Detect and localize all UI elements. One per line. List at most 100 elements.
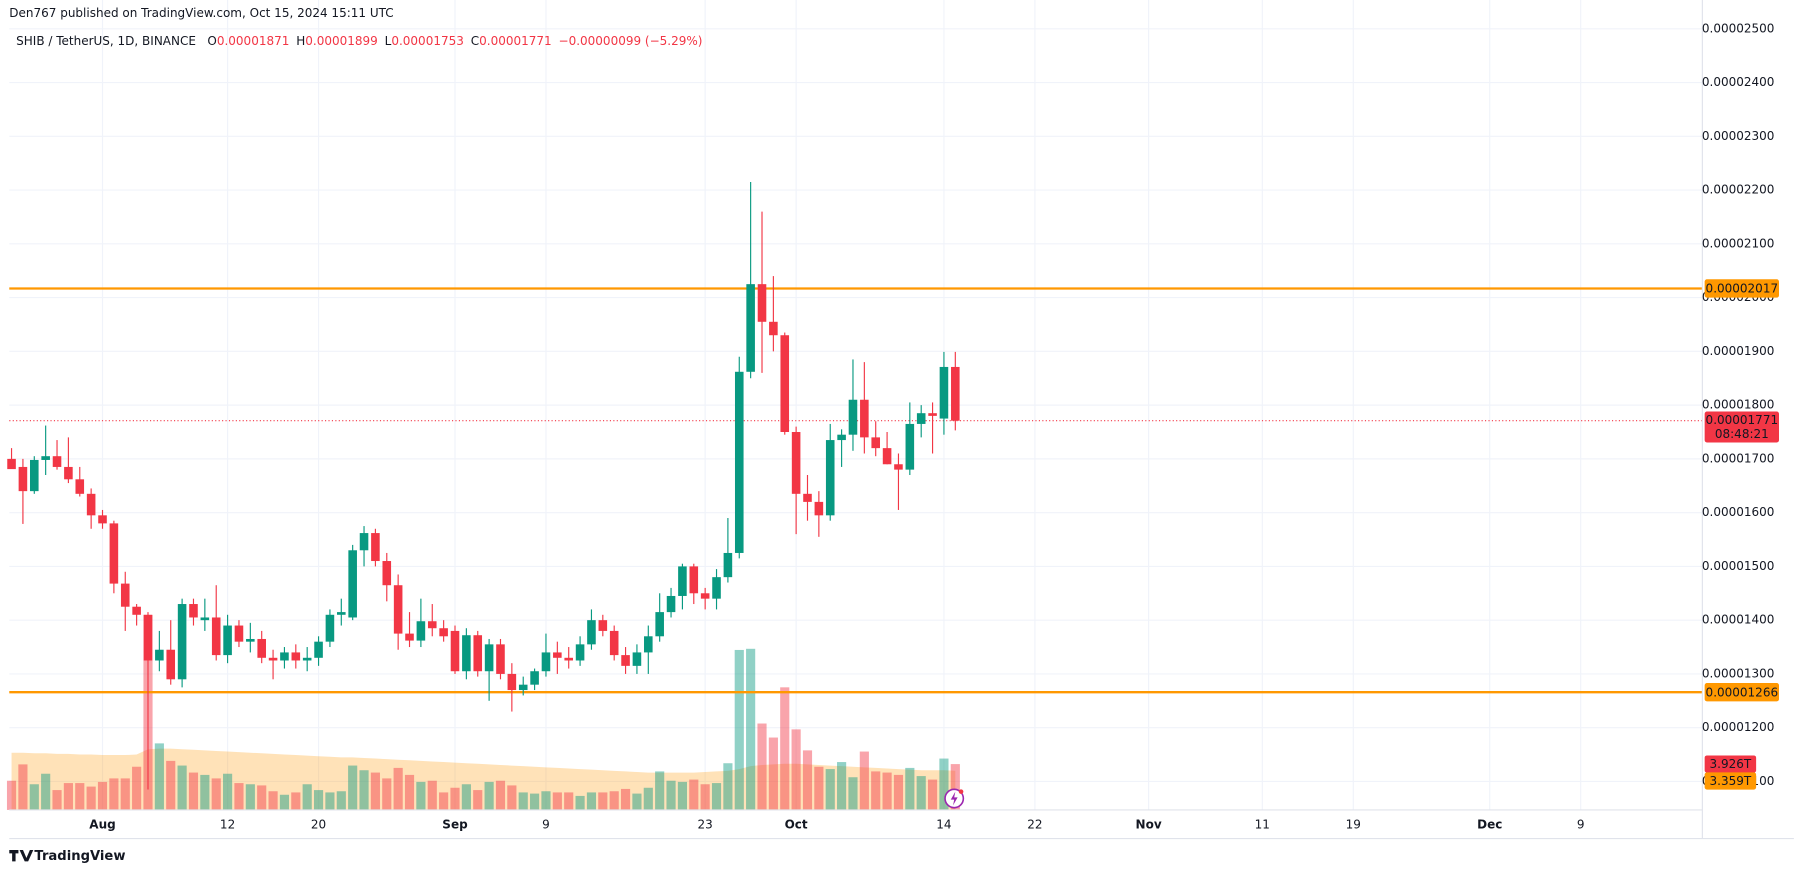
y-tick-label: 0.00001400 xyxy=(1702,613,1775,627)
y-tick-label: 0.00001200 xyxy=(1702,720,1775,734)
y-tick-label: 0.00002300 xyxy=(1702,129,1775,143)
candle-body xyxy=(507,673,517,691)
candle-body xyxy=(905,423,915,470)
legend: SHIB / TetherUS, 1D, BINANCE O0.00001871 H… xyxy=(16,34,702,48)
volume-bar xyxy=(18,764,28,810)
x-tick-label: 19 xyxy=(1346,817,1361,831)
candle-body xyxy=(7,458,16,470)
symbol: SHIB / TetherUS, 1D, BINANCE xyxy=(16,34,196,48)
volume-bar xyxy=(655,771,665,810)
candle-body xyxy=(314,641,323,658)
candle-body xyxy=(848,399,858,435)
volume-bar xyxy=(268,791,278,810)
candle-body xyxy=(814,501,824,516)
volume-bar xyxy=(859,751,869,810)
volume-bar xyxy=(359,770,369,810)
volume-bar xyxy=(279,794,290,810)
volume-bar xyxy=(63,783,73,810)
candle-body xyxy=(257,638,266,658)
volume-bar xyxy=(814,766,824,810)
volume-ma-area xyxy=(11,748,956,810)
candle-body xyxy=(553,652,562,658)
candle-body xyxy=(427,621,437,629)
volume-bar xyxy=(6,780,17,810)
candle-body xyxy=(689,566,699,594)
volume-bar xyxy=(427,780,437,810)
candle-body xyxy=(757,284,767,322)
axes: 0.00002500 0.00002400 0.00002300 0.00002200… xyxy=(89,21,1774,831)
x-tick-label: Dec xyxy=(1477,817,1502,831)
x-tick-label: 12 xyxy=(220,817,235,831)
volume-bar xyxy=(439,792,449,810)
volume-bar xyxy=(677,781,687,810)
candle-body xyxy=(405,633,414,641)
brand-logo: TradingView xyxy=(9,849,125,864)
candle-body xyxy=(939,366,949,419)
x-tick-label: 11 xyxy=(1255,817,1270,831)
volume-bar xyxy=(905,767,915,810)
volume-bar xyxy=(291,792,301,810)
volume-bar xyxy=(916,776,926,810)
volume-bar xyxy=(234,783,244,810)
replay-icon[interactable] xyxy=(944,788,965,809)
x-tick-label: 23 xyxy=(698,817,713,831)
candle-body xyxy=(462,635,471,672)
candle-body xyxy=(916,413,926,424)
candle-body xyxy=(439,628,448,637)
candle-body xyxy=(302,657,312,661)
volume-bar xyxy=(586,792,597,810)
volume-bar xyxy=(734,649,744,810)
x-tick-label: 14 xyxy=(936,817,951,831)
volume-bar xyxy=(620,788,631,810)
icon-bolt[interactable] xyxy=(950,791,958,806)
candle-body xyxy=(894,464,903,470)
candle-body xyxy=(530,671,539,685)
volume-bar xyxy=(177,765,187,810)
volume-bar xyxy=(768,737,778,810)
volume-bar xyxy=(188,772,199,810)
volume-bar xyxy=(882,772,892,810)
candle-body xyxy=(882,448,892,465)
x-tick-label: Sep xyxy=(442,817,468,831)
volume-bar xyxy=(893,774,904,810)
candle-body xyxy=(791,431,801,494)
candle-body xyxy=(234,625,244,642)
volume-bar xyxy=(166,760,176,810)
close-label: C xyxy=(471,34,479,48)
candle-body xyxy=(928,413,937,416)
candle-body xyxy=(280,652,289,661)
candle-body xyxy=(871,437,881,449)
candle-body xyxy=(41,456,50,460)
x-tick-label: 20 xyxy=(311,817,326,831)
volume-ma-badge-label: 3.359T xyxy=(1710,774,1752,788)
level-badge xyxy=(1704,279,1780,298)
grid xyxy=(9,0,1703,810)
candle-body xyxy=(473,635,483,672)
candle-body xyxy=(666,595,676,613)
volume-bar xyxy=(302,784,312,810)
last-price-label: 0.00001771 xyxy=(1706,413,1779,427)
y-tick-label: 0.00001800 xyxy=(1702,398,1775,412)
volume-bar xyxy=(132,766,142,810)
volume-bar xyxy=(52,790,62,810)
volume-bar xyxy=(666,780,676,810)
candle-body xyxy=(769,321,778,336)
low-label: L xyxy=(385,34,392,48)
open-value: 0.00001871 xyxy=(217,34,290,48)
candle-body xyxy=(337,612,346,615)
candle-body xyxy=(825,440,835,516)
candle-body xyxy=(29,459,39,492)
candle-body xyxy=(644,636,653,653)
volume-bar xyxy=(689,779,699,810)
volume-bar xyxy=(154,743,164,810)
volume-bar xyxy=(848,777,858,810)
last-price-badge xyxy=(1704,411,1780,443)
volume-bar xyxy=(416,781,426,810)
candle-body xyxy=(484,644,494,672)
icon-dot[interactable] xyxy=(958,789,964,794)
volume-bar xyxy=(609,791,619,810)
volume-bar xyxy=(211,778,221,810)
candle-body xyxy=(860,399,869,438)
volume-bar xyxy=(484,781,494,810)
candle-body xyxy=(155,649,164,661)
